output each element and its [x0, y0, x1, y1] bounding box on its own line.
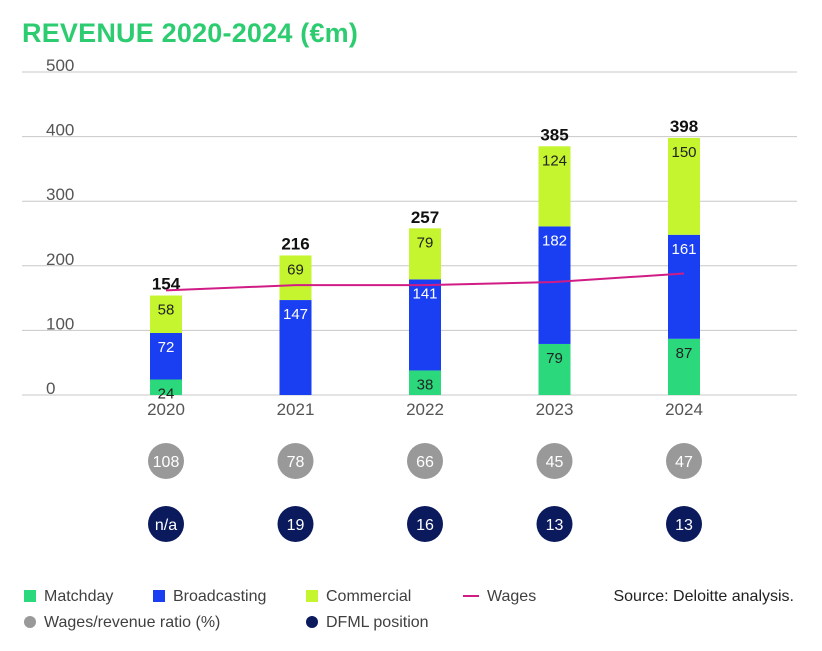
total-label-2024: 398 [670, 117, 698, 136]
ratio-circle-2020 [148, 443, 184, 479]
ratio-label-2021: 78 [287, 454, 305, 471]
ratio-circle-2023 [536, 443, 573, 479]
total-label-2020: 154 [152, 275, 181, 294]
position-label-2020: n/a [155, 517, 177, 534]
segment-label-matchday-2020: 24 [158, 385, 175, 402]
bar-matchday-2024 [668, 338, 700, 395]
ratio-circle-2021 [277, 443, 314, 479]
bar-broadcasting-2024 [668, 234, 700, 339]
position-label-2021: 19 [287, 517, 305, 534]
legend-wages-label: Wages [487, 588, 537, 605]
chart-title: REVENUE 2020-2024 (€m) [22, 18, 359, 48]
position-circle-2021 [277, 506, 314, 542]
legend-position-dot [306, 616, 318, 628]
position-circle-2024 [666, 506, 702, 542]
legend-commercial: Commercial [306, 588, 411, 606]
ratio-label-2022: 66 [416, 454, 434, 471]
bar-broadcasting-2020 [150, 332, 182, 380]
segment-label-broadcasting-2023: 182 [542, 232, 567, 249]
legend-ratio-label: Wages/revenue ratio (%) [44, 614, 221, 631]
total-label-2023: 385 [540, 125, 568, 144]
segment-label-broadcasting-2020: 72 [158, 339, 175, 356]
bar-commercial-2023 [538, 146, 571, 227]
legend-position-label: DFML position [326, 614, 429, 631]
bar-commercial-2024 [668, 137, 700, 235]
bar-matchday-2022 [409, 370, 441, 395]
source-note: Source: Deloitte analysis. [613, 588, 794, 605]
total-label-2022: 257 [411, 208, 439, 227]
legend-commercial-label: Commercial [326, 588, 412, 605]
ytick-0: 0 [46, 379, 55, 398]
legend-wages-line [463, 595, 479, 597]
legend-broadcasting-label: Broadcasting [173, 588, 267, 605]
ytick-200: 200 [46, 250, 74, 269]
ratio-label-2024: 47 [675, 454, 693, 471]
legend-matchday-swatch [24, 590, 36, 602]
legend-position: DFML position [306, 614, 429, 632]
ytick-100: 100 [46, 314, 74, 333]
position-label-2024: 13 [675, 517, 693, 534]
xtick-2023: 2023 [536, 400, 574, 419]
bar-matchday-2020 [150, 379, 182, 395]
segment-label-broadcasting-2021: 147 [283, 306, 308, 323]
segment-label-matchday-2023: 79 [546, 350, 563, 367]
legend-ratio: Wages/revenue ratio (%) [24, 614, 220, 632]
ratio-circle-2024 [666, 443, 702, 479]
legend-broadcasting: Broadcasting [153, 588, 266, 606]
segment-label-commercial-2020: 58 [158, 302, 175, 319]
ytick-300: 300 [46, 185, 74, 204]
ytick-400: 400 [46, 121, 74, 140]
ratio-label-2020: 108 [153, 454, 180, 471]
wages-line [165, 272, 685, 292]
position-circle-2020 [148, 506, 184, 542]
xtick-2020: 2020 [147, 400, 185, 419]
bar-commercial-2020 [150, 295, 182, 333]
position-label-2022: 16 [416, 517, 434, 534]
bar-matchday-2023 [538, 343, 571, 395]
ratio-label-2023: 45 [546, 454, 564, 471]
xtick-2024: 2024 [665, 400, 703, 419]
segment-label-commercial-2023: 124 [542, 152, 567, 169]
segment-label-broadcasting-2024: 161 [671, 241, 696, 258]
bar-commercial-2021 [279, 255, 312, 301]
segment-label-matchday-2022: 38 [417, 376, 434, 393]
segment-label-commercial-2024: 150 [671, 144, 696, 161]
total-label-2021: 216 [281, 234, 309, 253]
ratio-circle-2022 [407, 443, 443, 479]
xtick-2021: 2021 [277, 400, 315, 419]
ytick-500: 500 [46, 56, 74, 75]
segment-label-matchday-2024: 87 [676, 345, 693, 362]
segment-label-broadcasting-2022: 141 [412, 285, 437, 302]
position-label-2023: 13 [546, 517, 564, 534]
xtick-2022: 2022 [406, 400, 444, 419]
segment-label-commercial-2022: 79 [417, 234, 434, 251]
legend-matchday-label: Matchday [44, 588, 114, 605]
segment-label-commercial-2021: 69 [287, 261, 304, 278]
legend-ratio-dot [24, 616, 36, 628]
position-circle-2022 [407, 506, 443, 542]
bar-broadcasting-2023 [538, 226, 571, 344]
legend-broadcasting-swatch [153, 590, 165, 602]
bar-commercial-2022 [409, 228, 441, 280]
legend-commercial-swatch [306, 590, 318, 602]
legend-matchday: Matchday [24, 588, 113, 606]
bar-broadcasting-2022 [409, 279, 441, 371]
bar-broadcasting-2021 [279, 300, 312, 395]
legend-wages: Wages [463, 588, 536, 606]
position-circle-2023 [536, 506, 573, 542]
